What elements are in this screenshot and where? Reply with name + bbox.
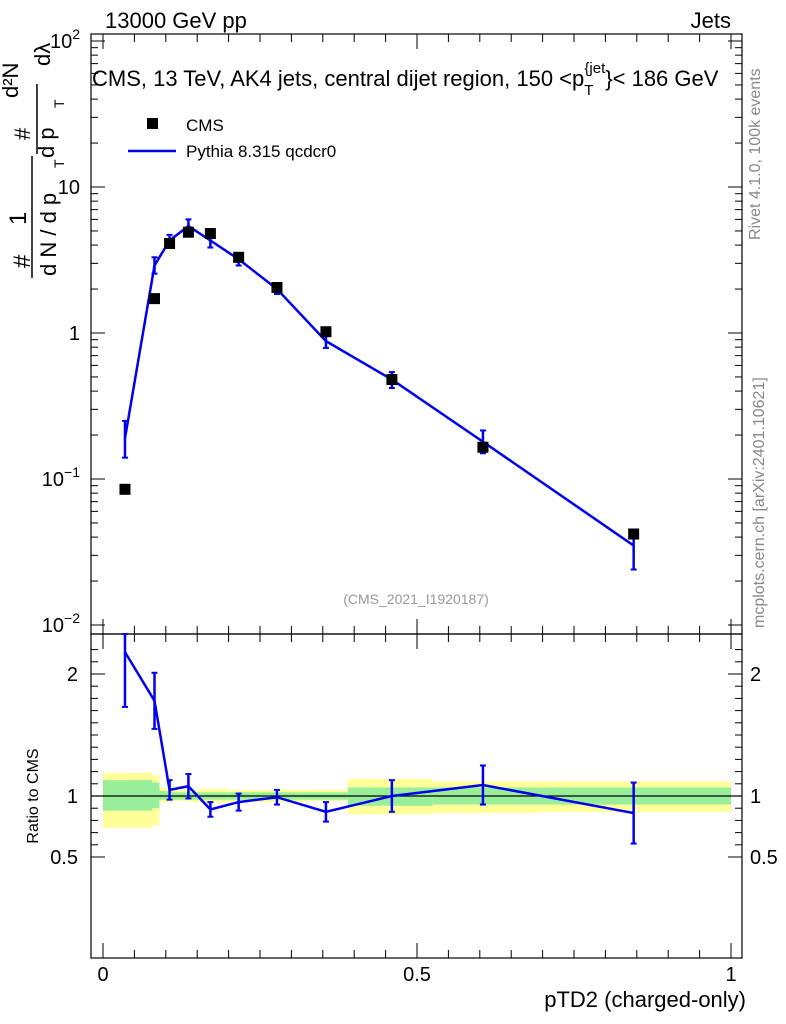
data-point [204, 228, 216, 240]
ratio-green-band [151, 782, 160, 809]
legend-data-marker [147, 118, 158, 129]
y-tick-label: 102 [50, 26, 80, 53]
legend-data-label: CMS [186, 116, 224, 135]
ratio-y-tick-label: 2 [67, 664, 78, 686]
x-axis-label: pTD2 (charged-only) [544, 987, 746, 1012]
y-tick-label: 10 [58, 177, 80, 199]
ratio-y-tick-label: 0.5 [750, 847, 778, 869]
y-axis-label-num: d²N [0, 63, 23, 98]
y-tick-label: 10−1 [42, 464, 80, 491]
ratio-y-axis-label: Ratio to CMS [25, 748, 42, 843]
mcplots-label: mcplots.cern.ch [arXiv:2401.10621] [751, 377, 768, 628]
y-axis-label-hash: # [9, 254, 36, 268]
rivet-label: Rivet 4.1.0, 100k events [747, 68, 764, 240]
ratio-y-tick-label: 1 [750, 786, 761, 808]
analysis-tag: (CMS_2021_I1920187) [343, 591, 489, 607]
data-point [164, 238, 176, 250]
x-tick-label: 0 [97, 964, 108, 986]
y-axis-label-one: 1 [5, 212, 32, 225]
y-axis-label-dlambda: dλ [30, 43, 55, 66]
data-point [233, 251, 245, 263]
data-point [477, 441, 489, 453]
x-tick-label: 1 [725, 964, 736, 986]
data-point [320, 326, 332, 338]
ratio-green-band [103, 780, 152, 811]
y-axis-label-t2: T [51, 99, 67, 108]
data-point [271, 281, 283, 293]
y-axis-label-den: d p [34, 127, 59, 158]
y-axis-label-hash2: # [10, 127, 35, 140]
data-point [628, 528, 640, 540]
ratio-y-tick-label: 0.5 [50, 847, 78, 869]
y-axis-label-t: T [51, 159, 67, 168]
ratio-y-tick-label: 2 [750, 664, 761, 686]
header-right: Jets [691, 8, 731, 33]
y-tick-label: 10−2 [42, 610, 80, 637]
x-tick-label: 0.5 [403, 964, 431, 986]
ratio-green-band [159, 791, 173, 800]
header-left: 13000 GeV pp [105, 8, 247, 33]
data-point [148, 293, 160, 305]
y-tick-label: 1 [69, 323, 80, 345]
data-point [386, 374, 398, 386]
data-point [119, 483, 131, 495]
ratio-y-tick-label: 1 [67, 786, 78, 808]
legend-mc-label: Pythia 8.315 qcdcr0 [186, 142, 336, 161]
data-point [182, 226, 194, 238]
mc-line [123, 224, 635, 547]
chart-title: CMS, 13 TeV, AK4 jets, central dijet reg… [92, 60, 719, 99]
y-axis-label-dn: d N / d p [36, 193, 61, 276]
